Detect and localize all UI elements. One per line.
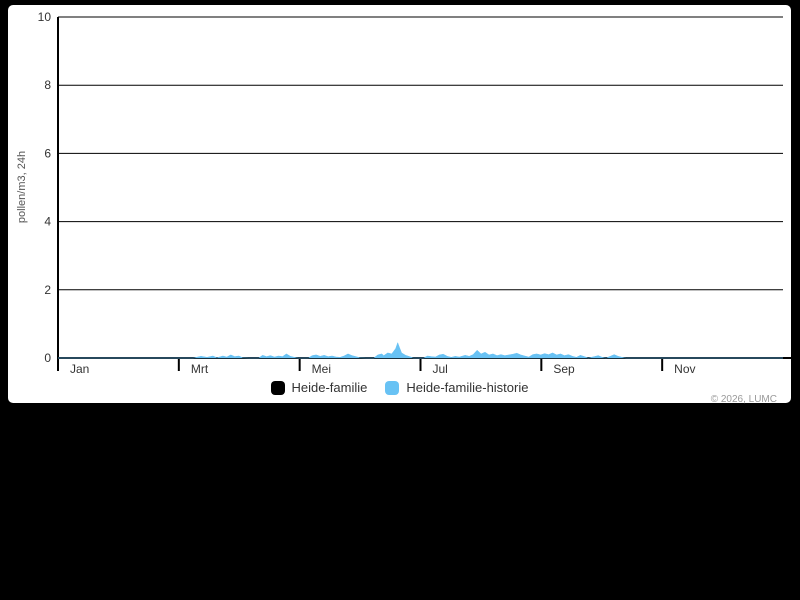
- series-area-Heide-familie-historie[interactable]: [58, 341, 783, 359]
- x-tick-label-Mei: Mei: [312, 362, 331, 376]
- legend-label-heide-familie-historie: Heide-familie-historie: [406, 380, 529, 395]
- y-tick-label-2: 2: [44, 283, 51, 297]
- legend-swatch-heide-familie: [270, 380, 285, 395]
- y-tick-label-10: 10: [38, 10, 52, 24]
- legend-label-heide-familie: Heide-familie: [291, 380, 368, 395]
- x-tick-label-Jul: Jul: [433, 362, 448, 376]
- credit-label[interactable]: © 2026, LUMC: [710, 394, 777, 405]
- x-tick-label-Sep: Sep: [553, 362, 575, 376]
- legend-item-heide-familie-historie[interactable]: Heide-familie-historie: [385, 380, 528, 395]
- y-tick-label-6: 6: [44, 146, 51, 160]
- y-tick-label-4: 4: [44, 215, 51, 229]
- y-tick-label-8: 8: [44, 78, 51, 92]
- x-tick-label-Mrt: Mrt: [191, 362, 209, 376]
- chart-plot-area[interactable]: 0 2 4 6 8 10 Jan Mrt Mei Jul Sep Nov: [8, 5, 791, 403]
- legend-item-heide-familie[interactable]: Heide-familie: [270, 380, 368, 395]
- x-tick-label-Jan: Jan: [70, 362, 89, 376]
- pollen-chart-card: pollen/m3, 24h 0 2 4 6 8 10 Jan Mrt Mei Jul Sep Nov…: [8, 5, 791, 405]
- legend-swatch-heide-familie-historie: [385, 380, 400, 395]
- y-tick-label-0: 0: [44, 351, 51, 365]
- chart-legend: Heide-familie Heide-familie-historie: [8, 380, 791, 395]
- x-tick-label-Nov: Nov: [674, 362, 695, 376]
